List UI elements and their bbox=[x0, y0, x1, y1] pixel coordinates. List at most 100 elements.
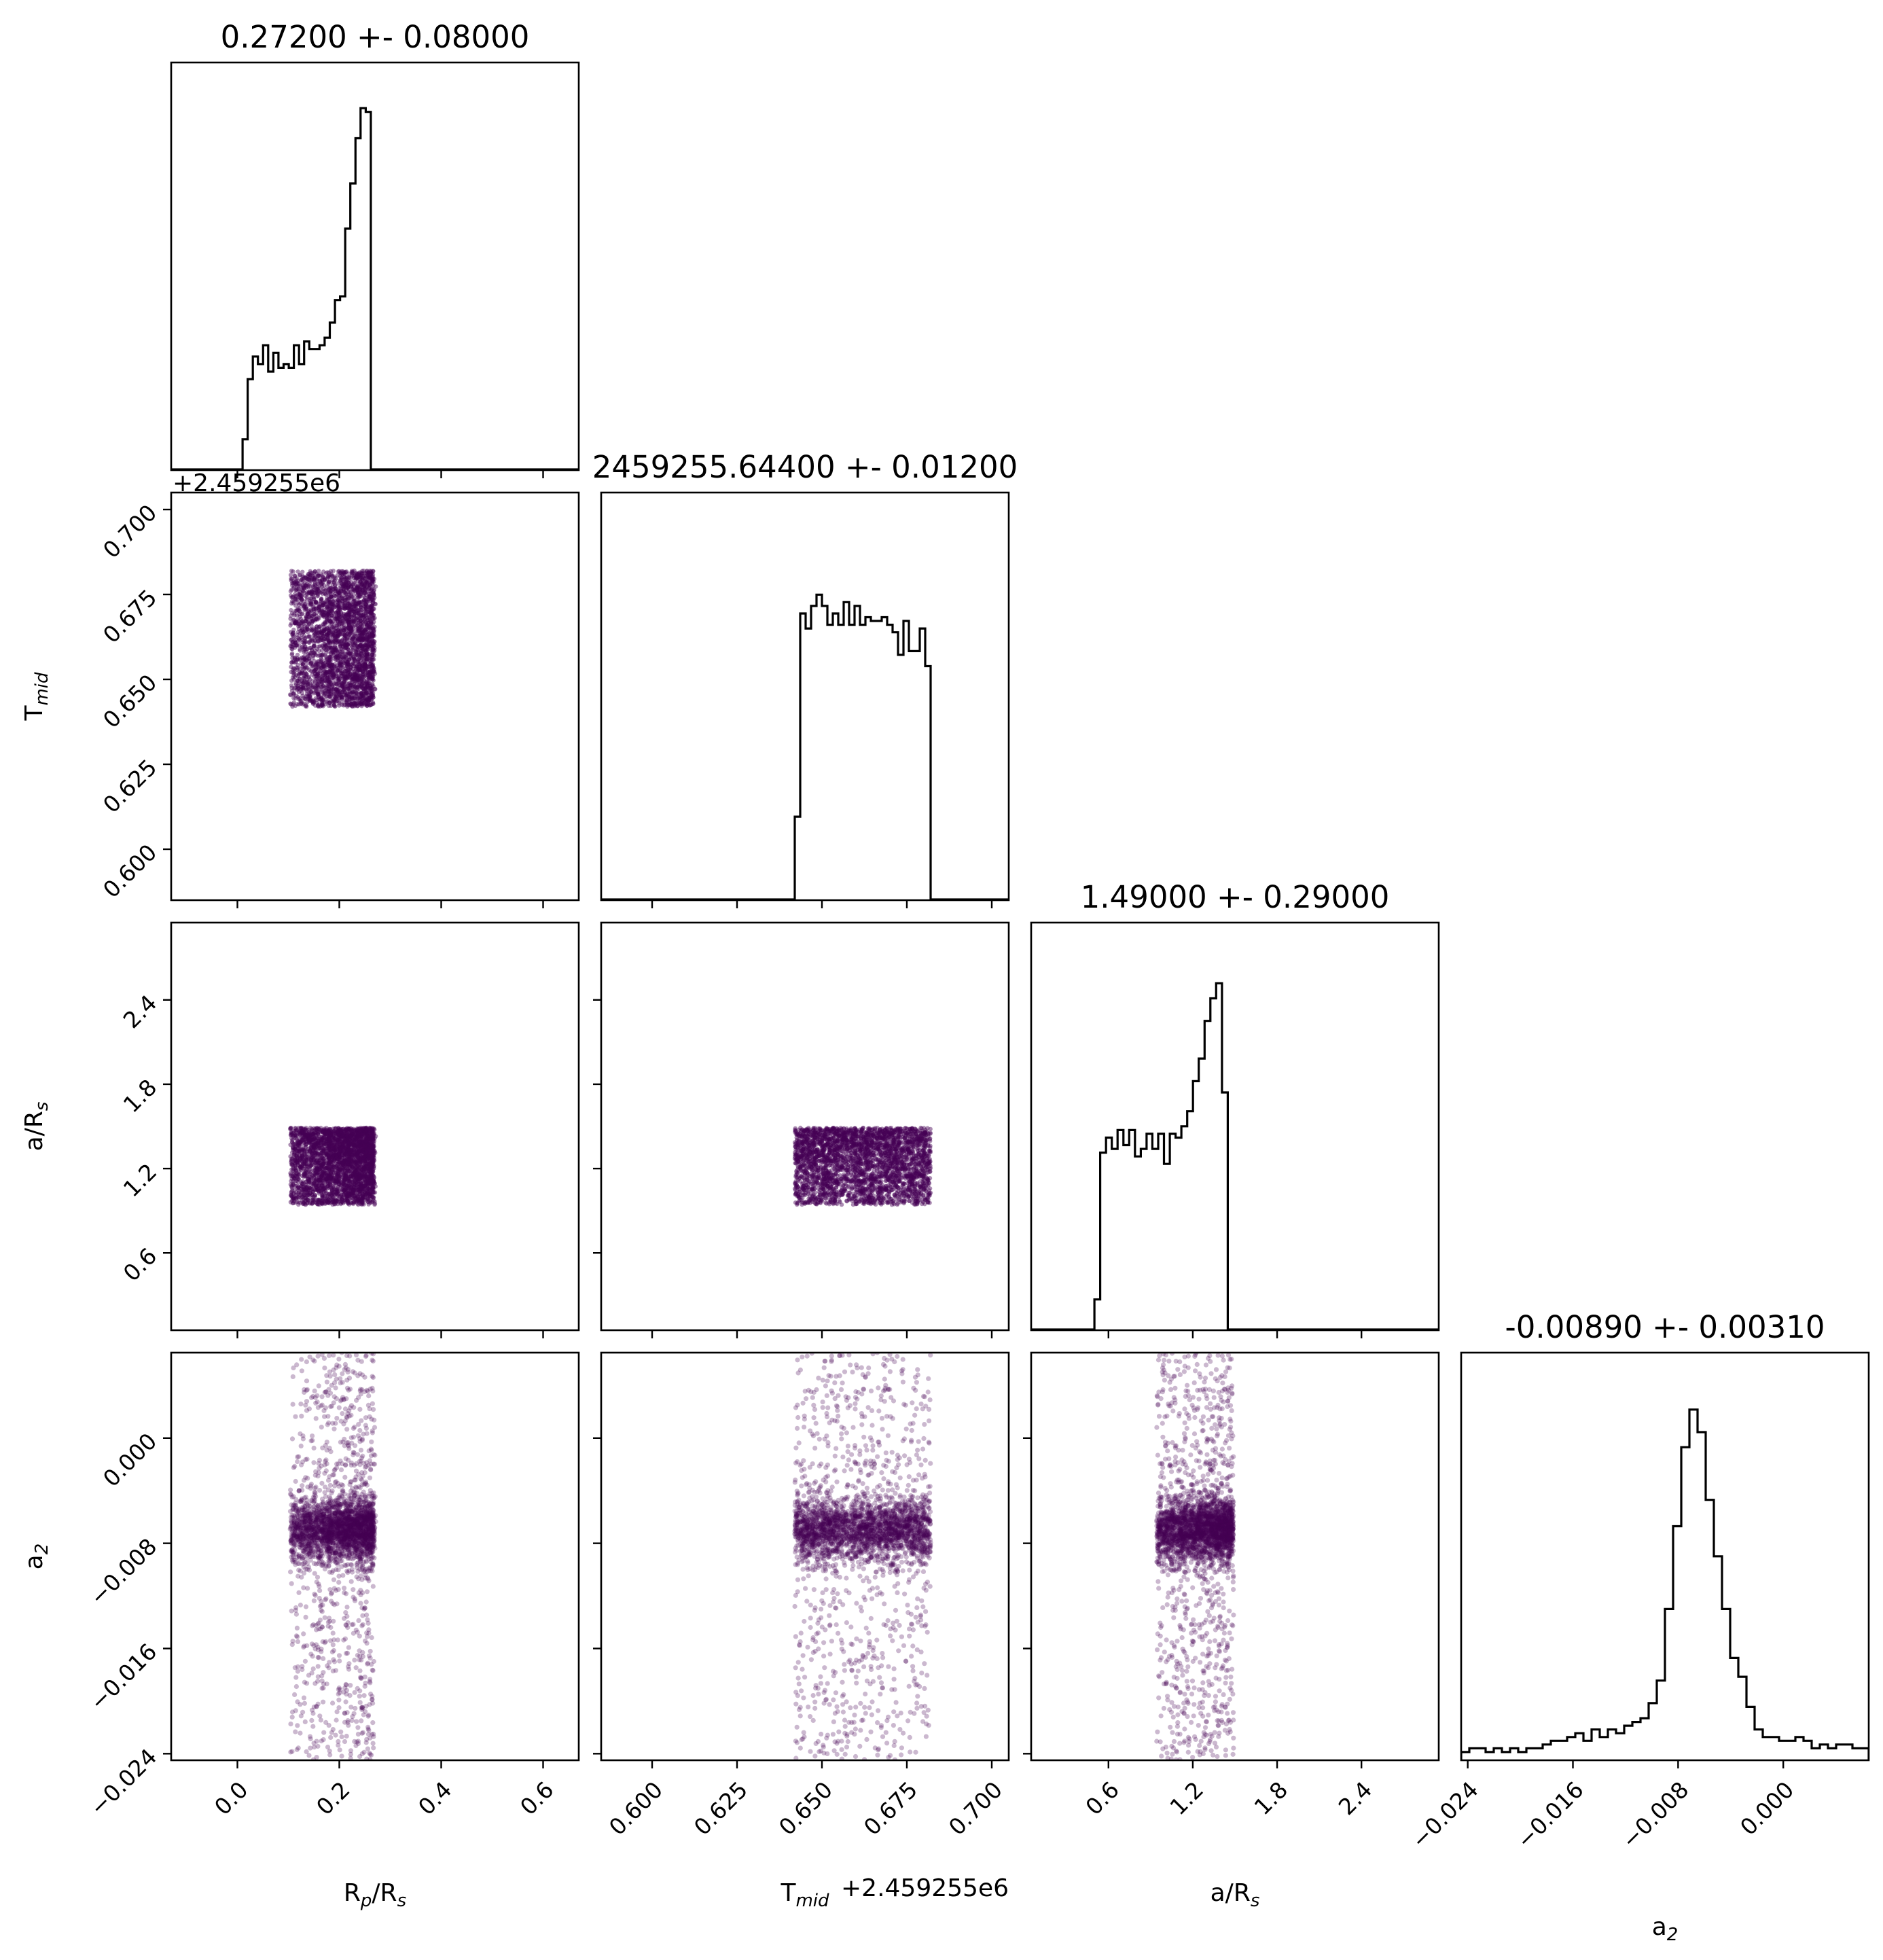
scatter-point bbox=[295, 632, 300, 637]
scatter-point bbox=[310, 664, 315, 669]
scatter-point bbox=[370, 571, 374, 576]
scatter-point bbox=[311, 604, 316, 609]
scatter-point bbox=[367, 703, 372, 708]
scatter-point bbox=[311, 698, 316, 703]
scatter-point bbox=[292, 671, 297, 676]
scatter-point bbox=[330, 683, 335, 688]
scatter-point bbox=[348, 683, 353, 688]
scatter-point bbox=[338, 662, 344, 666]
scatter-point bbox=[329, 609, 334, 613]
scatter-point bbox=[357, 653, 361, 658]
scatter-point bbox=[352, 581, 357, 586]
scatter-point bbox=[353, 582, 357, 586]
scatter-point bbox=[317, 659, 321, 664]
scatter-point bbox=[349, 656, 355, 661]
scatter-point bbox=[317, 606, 321, 611]
scatter-point bbox=[323, 669, 327, 674]
scatter-point bbox=[362, 656, 367, 660]
scatter-point bbox=[348, 609, 353, 614]
scatter-point bbox=[298, 614, 302, 620]
scatter-point bbox=[323, 678, 327, 683]
scatter-point bbox=[353, 622, 357, 628]
scatter-point bbox=[308, 574, 312, 580]
scatter-point bbox=[351, 700, 356, 706]
scatter-point bbox=[331, 599, 336, 604]
scatter-point bbox=[367, 582, 372, 587]
scatter-point bbox=[294, 621, 299, 626]
scatter-point bbox=[321, 628, 326, 634]
scatter-point bbox=[293, 640, 298, 645]
scatter-point bbox=[298, 698, 303, 703]
scatter-point bbox=[365, 697, 370, 702]
scatter-point bbox=[291, 618, 297, 622]
scatter-point bbox=[301, 680, 306, 685]
scatter-point bbox=[341, 674, 346, 679]
scatter-point bbox=[304, 688, 309, 692]
scatter-point bbox=[293, 603, 298, 608]
scatter-point bbox=[303, 626, 308, 631]
scatter-point bbox=[302, 605, 306, 610]
scatter-point bbox=[343, 655, 348, 660]
scatter-point bbox=[300, 702, 305, 707]
scatter-point bbox=[325, 656, 329, 661]
scatter-point bbox=[367, 695, 372, 700]
scatter-point bbox=[346, 620, 351, 624]
scatter-point bbox=[348, 675, 353, 680]
scatter-point bbox=[330, 577, 335, 583]
scatter-point bbox=[321, 634, 326, 639]
scatter-point bbox=[307, 697, 312, 702]
scatter-point bbox=[321, 575, 325, 580]
scatter-point bbox=[338, 656, 343, 662]
scatter-point bbox=[300, 645, 305, 649]
scatter-point bbox=[362, 662, 367, 666]
scatter-point bbox=[291, 691, 296, 696]
scatter-point bbox=[317, 694, 321, 699]
scatter-point bbox=[296, 624, 301, 628]
scatter-point bbox=[326, 581, 331, 586]
scatter-point bbox=[315, 591, 321, 596]
scatter-point bbox=[291, 569, 295, 574]
scatter-point bbox=[334, 623, 340, 628]
scatter-point bbox=[351, 618, 356, 623]
scatter-point bbox=[341, 628, 346, 632]
scatter-point bbox=[336, 604, 341, 609]
scatter-point bbox=[354, 675, 359, 679]
scatter-point bbox=[369, 670, 374, 675]
scatter-point bbox=[337, 569, 342, 573]
scatter-point bbox=[302, 604, 307, 609]
scatter-point bbox=[348, 622, 353, 627]
scatter-point bbox=[342, 692, 346, 697]
scatter-point bbox=[348, 625, 353, 630]
scatter-point bbox=[355, 607, 359, 612]
scatter-point bbox=[342, 679, 346, 684]
scatter-point bbox=[348, 702, 353, 707]
scatter-point bbox=[361, 637, 365, 643]
scatter-point bbox=[338, 628, 343, 633]
scatter-point bbox=[329, 691, 334, 696]
scatter-point bbox=[312, 690, 317, 694]
scatter-point bbox=[308, 602, 312, 607]
scatter-point bbox=[370, 637, 375, 642]
scatter-point bbox=[359, 624, 364, 628]
scatter-point bbox=[344, 577, 348, 582]
scatter-point bbox=[339, 619, 344, 624]
scatter-point bbox=[359, 691, 364, 696]
scatter-point bbox=[370, 600, 375, 605]
scatter-point bbox=[351, 573, 357, 579]
scatter-point bbox=[364, 622, 369, 627]
scatter-point bbox=[355, 670, 359, 675]
scatter-point bbox=[300, 662, 306, 666]
scatter-point bbox=[344, 605, 348, 610]
scatter-point bbox=[363, 702, 367, 707]
scatter-point bbox=[325, 646, 330, 652]
scatter-point bbox=[304, 625, 310, 630]
scatter-point bbox=[359, 667, 364, 673]
scatter-point bbox=[335, 573, 340, 577]
scatter-point bbox=[367, 635, 372, 639]
scatter-point bbox=[310, 584, 315, 589]
scatter-point bbox=[336, 610, 341, 615]
scatter-point bbox=[359, 571, 365, 576]
scatter-point bbox=[297, 592, 302, 596]
scatter-point bbox=[348, 607, 354, 611]
scatter-point bbox=[364, 681, 369, 685]
